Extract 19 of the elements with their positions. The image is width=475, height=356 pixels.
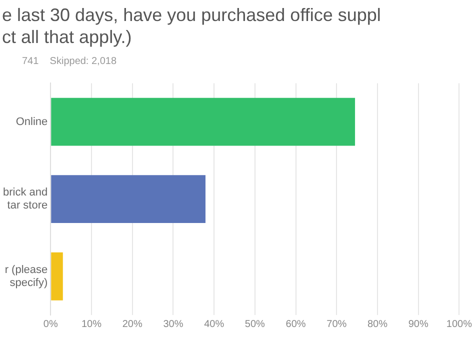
y-tick-label: Online <box>16 116 48 128</box>
x-tick-label: 60% <box>286 318 306 330</box>
x-tick-label: 70% <box>326 318 347 330</box>
x-tick-label: 0% <box>43 318 58 330</box>
x-tick-label: 30% <box>163 318 184 330</box>
bar <box>51 252 63 300</box>
y-tick-label: r (please specify) <box>4 264 48 289</box>
bar <box>51 175 206 224</box>
chart-subtitle: 741 Skipped: 2,018 <box>21 55 118 67</box>
y-tick-label: brick and tar store <box>2 186 48 212</box>
x-tick-label: 90% <box>408 318 428 330</box>
x-tick-label: 80% <box>367 318 388 330</box>
x-tick-label: 100% <box>446 318 472 330</box>
x-tick-label: 10% <box>81 318 102 330</box>
x-tick-label: 50% <box>244 318 266 330</box>
x-tick-label: 40% <box>204 318 224 330</box>
bar <box>51 98 356 146</box>
chart-title: e last 30 days, have you purchased office suppl ct all that apply.) <box>1 4 382 48</box>
x-tick-label: 20% <box>122 318 142 330</box>
